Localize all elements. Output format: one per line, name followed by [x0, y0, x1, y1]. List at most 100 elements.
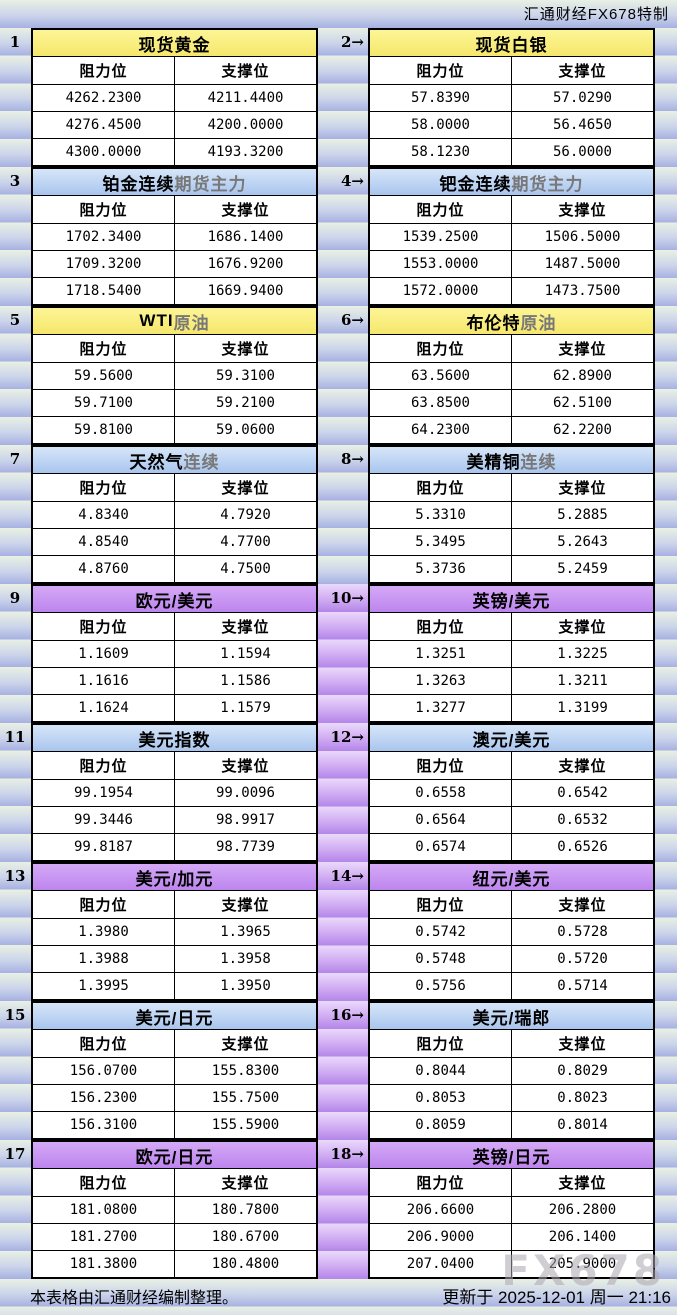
resistance-header: 阻力位 — [33, 196, 175, 223]
table-title: 美元/瑞郎 — [370, 1003, 653, 1030]
instrument-table: 美元/日元 阻力位 支撑位 156.0700 155.8300 156.2300 155.7… — [31, 1001, 318, 1140]
data-row: 5.3736 5.2459 — [370, 555, 653, 582]
resistance-header: 阻力位 — [370, 57, 512, 84]
support-value: 0.5728 — [557, 924, 608, 940]
title-main: 美元/瑞郎 — [472, 1008, 551, 1028]
resistance-header: 阻力位 — [33, 335, 175, 362]
title-sub: 原油 — [520, 313, 557, 333]
support-value: 206.1400 — [548, 1229, 617, 1245]
data-row: 1.3988 1.3958 — [33, 945, 316, 972]
instrument-table: WTI 原油 阻力位 支撑位 59.5600 59.3100 59.7100 59.2100 5… — [31, 306, 318, 445]
row-number-arrow: 4→ — [340, 172, 364, 190]
data-row: 1.3251 1.3225 — [370, 640, 653, 667]
row-number: 17 — [4, 1145, 26, 1163]
table-pair-row: 17 欧元/日元 阻力位 支撑位 181.0800 180.7800 181.2700 180… — [0, 1140, 677, 1279]
resistance-value: 1.1624 — [33, 695, 175, 721]
table-title: 欧元/美元 — [33, 586, 316, 613]
gutter-strip — [318, 1001, 368, 1140]
data-row: 0.5756 0.5714 — [370, 972, 653, 999]
title-sub: 原油 — [173, 313, 210, 333]
resistance-value: 1539.2500 — [370, 224, 512, 250]
support-value: 1.3211 — [557, 673, 608, 689]
support-value: 155.7500 — [211, 1090, 280, 1106]
resistance-value: 1.3995 — [33, 973, 175, 999]
support-value: 57.0290 — [552, 90, 612, 106]
column-headers: 阻力位 支撑位 — [33, 613, 316, 640]
resistance-header: 阻力位 — [33, 57, 175, 84]
title-main: 现货白银 — [475, 35, 548, 55]
support-value: 0.8014 — [557, 1117, 608, 1133]
row-number: 7 — [9, 450, 21, 468]
resistance-header: 阻力位 — [33, 752, 175, 779]
resistance-value: 0.5742 — [370, 919, 512, 945]
instrument-table: 现货黄金 阻力位 支撑位 4262.2300 4211.4400 4276.4500 420… — [31, 28, 318, 167]
support-value: 0.5720 — [557, 951, 608, 967]
resistance-value: 1.1609 — [33, 641, 175, 667]
row-number-arrow: 16→ — [330, 1006, 364, 1024]
support-header: 支撑位 — [221, 619, 270, 636]
support-value: 1487.5000 — [544, 256, 621, 272]
resistance-header: 阻力位 — [33, 1030, 175, 1057]
support-value: 1506.5000 — [544, 229, 621, 245]
support-header: 支撑位 — [558, 480, 607, 497]
data-row: 63.5600 62.8900 — [370, 362, 653, 389]
resistance-value: 5.3495 — [370, 529, 512, 555]
resistance-header: 阻力位 — [33, 613, 175, 640]
support-header: 支撑位 — [221, 480, 270, 497]
resistance-value: 5.3736 — [370, 556, 512, 582]
support-value: 180.6700 — [211, 1229, 280, 1245]
row-number-arrow: 12→ — [330, 728, 364, 746]
row-number-arrow: 8→ — [340, 450, 364, 468]
data-row: 181.0800 180.7800 — [33, 1196, 316, 1223]
title-main: 欧元/日元 — [135, 1147, 214, 1167]
resistance-value: 207.0400 — [370, 1251, 512, 1277]
data-row: 4.8340 4.7920 — [33, 501, 316, 528]
support-value: 59.0600 — [215, 422, 275, 438]
title-sub: 期货主力 — [174, 174, 247, 194]
data-row: 58.1230 56.0000 — [370, 138, 653, 165]
instrument-table: 英镑/日元 阻力位 支撑位 206.6600 206.2800 206.9000 206.1… — [368, 1140, 655, 1279]
data-row: 0.5748 0.5720 — [370, 945, 653, 972]
data-row: 57.8390 57.0290 — [370, 84, 653, 111]
instrument-table: 现货白银 阻力位 支撑位 57.8390 57.0290 58.0000 56.4650 58… — [368, 28, 655, 167]
data-row: 207.0400 205.9000 — [370, 1250, 653, 1277]
data-row: 4262.2300 4211.4400 — [33, 84, 316, 111]
row-number: 9 — [9, 589, 21, 607]
resistance-value: 59.7100 — [33, 390, 175, 416]
table-pair-row: 7 天然气 连续 阻力位 支撑位 4.8340 4.7920 4.8540 4.7700 4.87… — [0, 445, 677, 584]
data-row: 1.1616 1.1586 — [33, 667, 316, 694]
resistance-value: 1718.5400 — [33, 278, 175, 304]
title-main: 英镑/美元 — [472, 591, 551, 611]
title-main: 欧元/美元 — [135, 591, 214, 611]
resistance-value: 181.3800 — [33, 1251, 175, 1277]
row-number: 13 — [4, 867, 26, 885]
table-pair-row: 9 欧元/美元 阻力位 支撑位 1.1609 1.1594 1.1616 1.1586 1.16… — [0, 584, 677, 723]
data-row: 1718.5400 1669.9400 — [33, 277, 316, 304]
support-header: 支撑位 — [221, 758, 270, 775]
title-sub: 连续 — [520, 452, 557, 472]
data-row: 4276.4500 4200.0000 — [33, 111, 316, 138]
title-main: 天然气 — [129, 452, 184, 472]
support-header: 支撑位 — [558, 63, 607, 80]
resistance-value: 4.8760 — [33, 556, 175, 582]
column-headers: 阻力位 支撑位 — [33, 1169, 316, 1196]
resistance-value: 63.8500 — [370, 390, 512, 416]
resistance-value: 156.2300 — [33, 1085, 175, 1111]
resistance-value: 156.0700 — [33, 1058, 175, 1084]
table-title: 布伦特 原油 — [370, 308, 653, 335]
support-value: 4.7920 — [220, 507, 271, 523]
resistance-value: 63.5600 — [370, 363, 512, 389]
column-headers: 阻力位 支撑位 — [370, 891, 653, 918]
gutter-strip — [318, 584, 368, 723]
resistance-value: 0.6574 — [370, 834, 512, 860]
instrument-table: 钯金连续 期货主力 阻力位 支撑位 1539.2500 1506.5000 1553.000… — [368, 167, 655, 306]
footer-updated-timestamp: 更新于 2025-12-01 周一 21:16 — [442, 1288, 671, 1307]
column-headers: 阻力位 支撑位 — [33, 335, 316, 362]
support-value: 4211.4400 — [207, 90, 284, 106]
table-title: 铂金连续 期货主力 — [33, 169, 316, 196]
data-row: 1.3980 1.3965 — [33, 918, 316, 945]
data-row: 181.2700 180.6700 — [33, 1223, 316, 1250]
support-value: 0.8023 — [557, 1090, 608, 1106]
resistance-value: 0.8059 — [370, 1112, 512, 1138]
